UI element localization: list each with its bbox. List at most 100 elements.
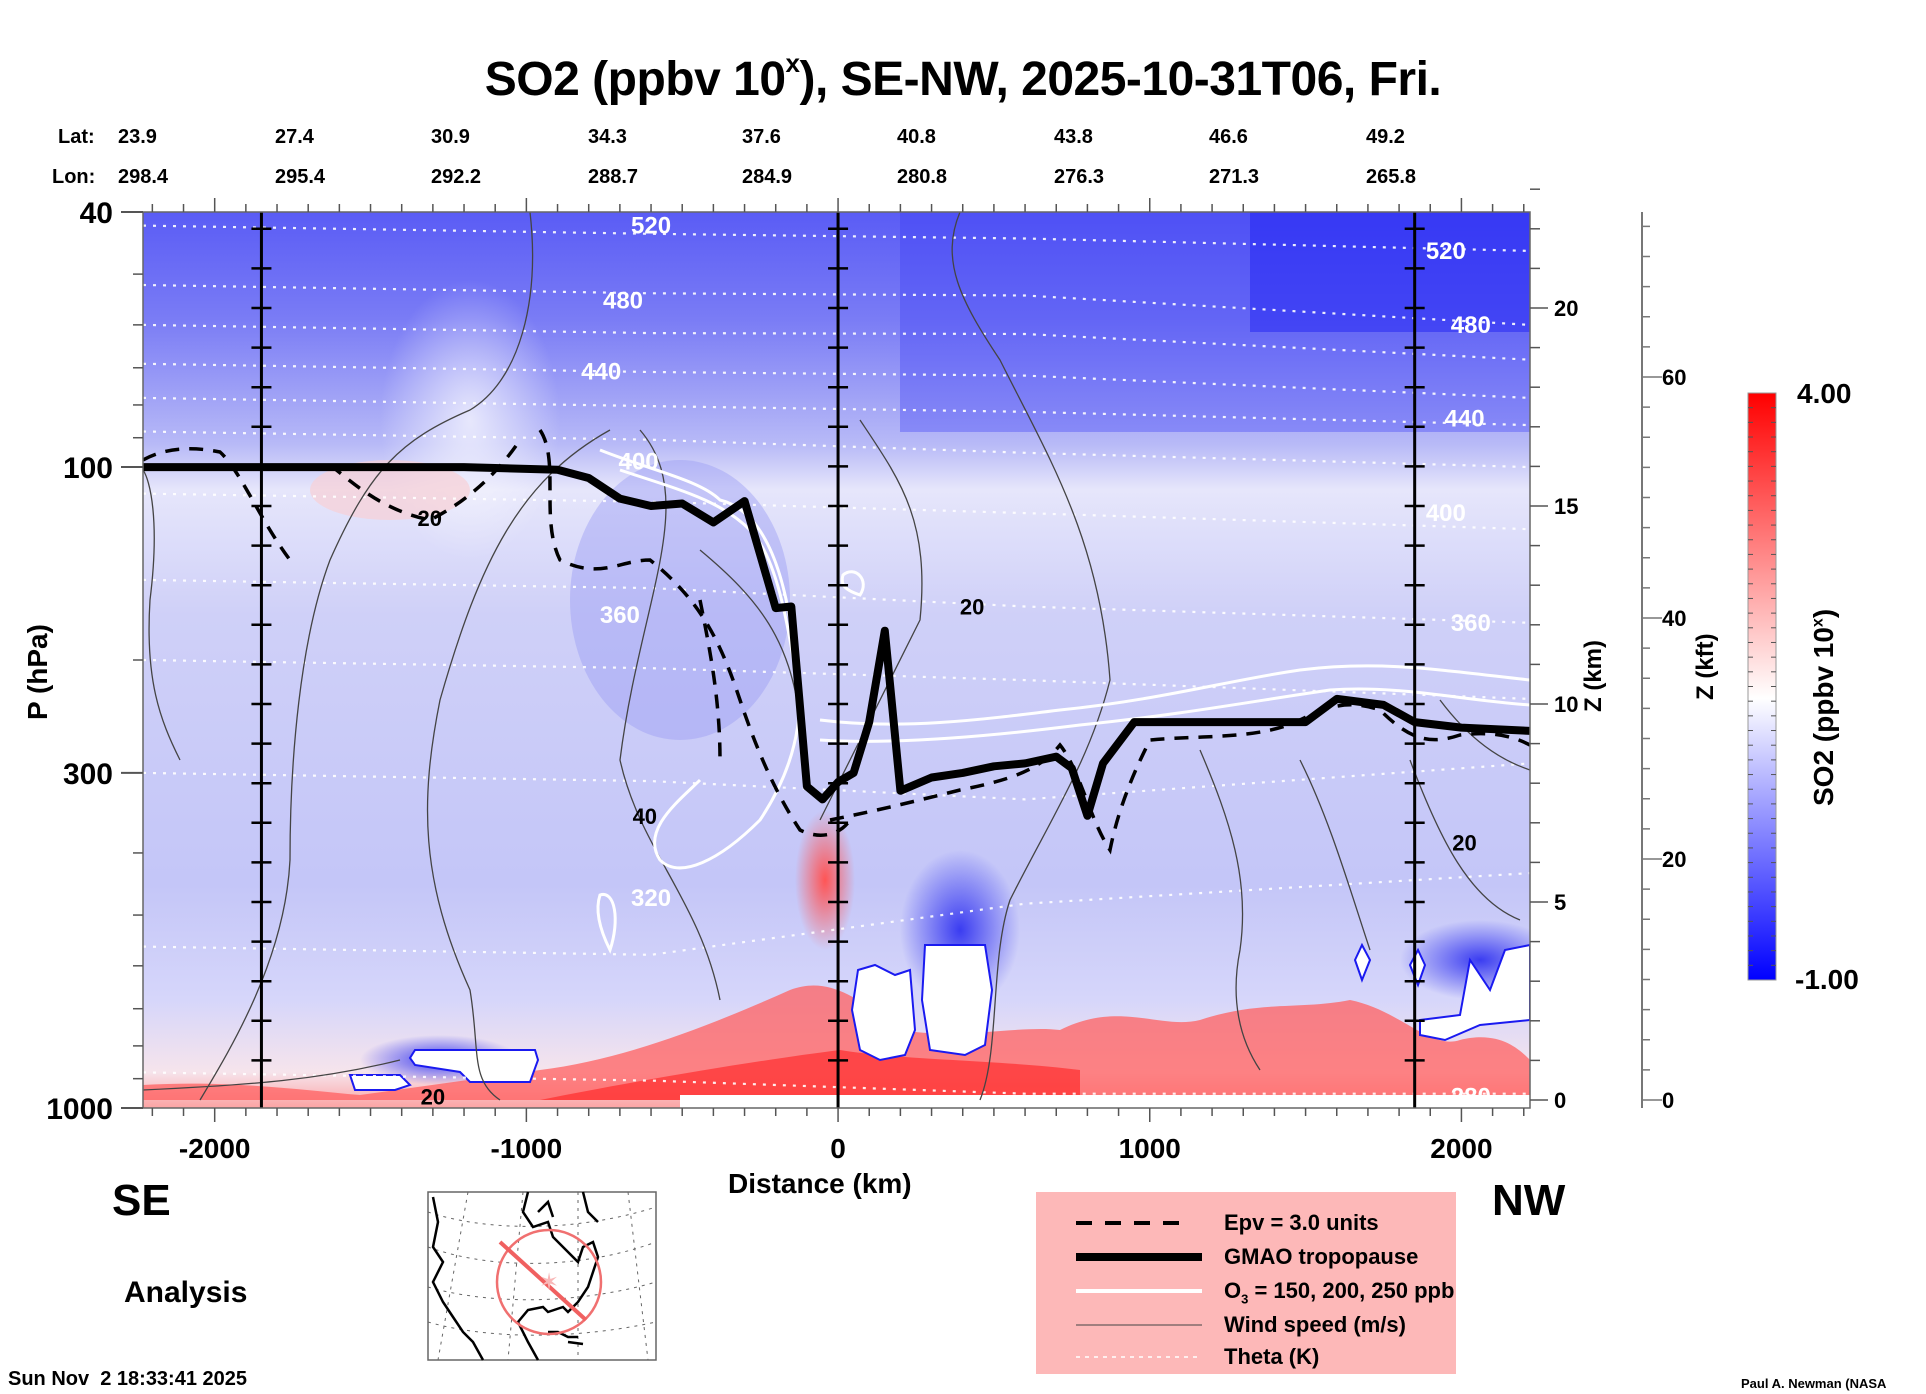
lat-value: 23.9 [118,126,157,148]
contour-labels: 520 480 440 400 360 320 520 480 440 400 360 280 20 20… [418,213,1491,1111]
theta-contour-label: 400 [619,448,659,475]
theta-contour-label: 440 [581,359,621,386]
lon-value: 284.9 [742,166,793,188]
theta-contour-label: 440 [1445,406,1485,433]
colorbar-max-label: 4.00 [1797,378,1852,409]
axes: -2000 -1000 0 1000 2000 40 100 300 1000 0 5 10 15 20 0… [46,188,1686,1164]
legend-label-sub: 3 [1241,1291,1249,1307]
wind-contour-label: 20 [421,1085,445,1110]
so2-field-top-right [1250,212,1530,332]
nw-direction-label: NW [1492,1176,1566,1225]
theta-contour-label: 520 [631,213,671,240]
z-km-tick-label: 15 [1554,494,1578,519]
legend-swatch-dashed [1076,1221,1188,1225]
lon-row-label: Lon: [52,166,96,188]
x-tick-label: 1000 [1119,1133,1181,1164]
tropopause-line [143,463,1530,820]
wind-speed-contour [199,212,534,1101]
z-kft-axis-label: Z (kft) [1692,633,1719,700]
legend-label: O3 = 150, 200, 250 ppb [1224,1278,1454,1306]
y-axis-label: P (hPa) [22,624,53,720]
theta-contour-label: 360 [1451,610,1491,637]
legend-item-ozone: O3 = 150, 200, 250 ppb [1036,1274,1456,1308]
wind-speed-contour [1199,749,1261,1071]
lon-value: 288.7 [588,166,639,188]
z-km-axis-label: Z (km) [1580,640,1607,712]
title-suffix: ), SE-NW, 2025-10-31T06, Fri. [799,53,1442,106]
lat-value: 30.9 [431,126,470,148]
colorbar-label-prefix: SO2 (ppbv 10 [1808,627,1839,806]
chart-title: SO2 (ppbv 10x), SE-NW, 2025-10-31T06, Fr… [0,48,1926,107]
missing-patch-5 [1419,943,1530,1042]
inset-map: ✶ [427,1191,657,1361]
y-tick-label: 100 [63,452,113,485]
ozone-contour [819,687,1530,743]
legend: Epv = 3.0 units GMAO tropopause O3 = 150… [1036,1192,1456,1374]
legend-label: Epv = 3.0 units [1224,1210,1379,1235]
theta-contour-label: 320 [631,885,671,912]
ozone-contour [596,893,617,954]
legend-swatch-thick [1076,1253,1202,1261]
lon-value: 265.8 [1366,166,1417,188]
inset-map-range-circle [495,1228,603,1336]
z-km-tick-label: 10 [1554,692,1578,717]
legend-label-rest: = 150, 200, 250 ppb [1248,1278,1455,1303]
inset-map-coastlines [431,1191,600,1361]
x-tick-label: -2000 [179,1133,251,1164]
wind-contour-label: 20 [418,506,442,531]
z-km-tick-label: 20 [1554,296,1578,321]
tropopause-path [143,463,1530,820]
z-kft-tick-label: 60 [1662,365,1686,390]
colorbar-label-suffix: ) [1808,608,1839,619]
so2-red-plume [795,810,855,950]
wind-speed-contour [819,419,923,821]
z-kft-tick-label: 20 [1662,847,1686,872]
y-tick-label: 40 [80,197,113,230]
legend-swatch-white [1076,1289,1202,1293]
lat-value: 49.2 [1366,126,1405,148]
legend-label: Wind speed (m/s) [1224,1312,1406,1337]
wind-speed-contour [1439,699,1530,771]
z-kft-tick-label: 0 [1662,1088,1674,1113]
epv-contour [143,447,292,562]
y-tick-label: 300 [63,758,113,791]
colorbar-ticks [1748,407,1776,966]
so2-pink-patch [310,460,470,520]
wind-speed-contour [619,429,721,1001]
inset-map-center-star-icon: ✶ [539,1269,559,1296]
colorbar-label-sup: x [1809,618,1827,628]
credit-label: Paul A. Newman (NASA [1741,1376,1887,1391]
epv-contour [538,429,852,837]
lat-row-label: Lat: [58,126,95,148]
z-km-tick-label: 0 [1554,1088,1566,1113]
missing-patch-1 [850,963,917,1062]
x-tick-label: 2000 [1430,1133,1492,1164]
missing-patch-6 [1353,942,1372,983]
theta-contour-label: 280 [1451,1084,1491,1111]
legend-swatch-thin [1076,1324,1202,1326]
lon-value: 276.3 [1054,166,1105,188]
legend-item-epv: Epv = 3.0 units [1036,1206,1456,1240]
plot-area: 520 480 440 400 360 320 520 480 440 400 360 280 20 20… [143,212,1530,1111]
timestamp-label: Sun Nov 2 18:33:41 2025 [8,1368,248,1390]
theta-contour-label: 520 [1426,238,1466,265]
inset-map-graticule [427,1191,657,1361]
se-direction-label: SE [112,1176,171,1225]
lat-value: 40.8 [897,126,936,148]
wind-contour-label: 40 [633,804,657,829]
wind-contour-label: 20 [1452,830,1476,855]
wind-contour-label: 20 [960,594,984,619]
theta-contour-label: 400 [1426,500,1466,527]
lon-value: 298.4 [118,166,169,188]
title-superscript: x [785,48,800,78]
legend-label-o: O [1224,1278,1242,1303]
y-tick-label: 1000 [46,1093,113,1126]
x-tick-label: -1000 [491,1133,563,1164]
lon-value: 271.3 [1209,166,1260,188]
colorbar-min-label: -1.00 [1795,964,1859,995]
legend-label: GMAO tropopause [1224,1244,1419,1269]
legend-item-theta: Theta (K) [1036,1340,1456,1374]
ozone-contour [819,664,1530,726]
missing-patch-4 [348,1074,412,1091]
